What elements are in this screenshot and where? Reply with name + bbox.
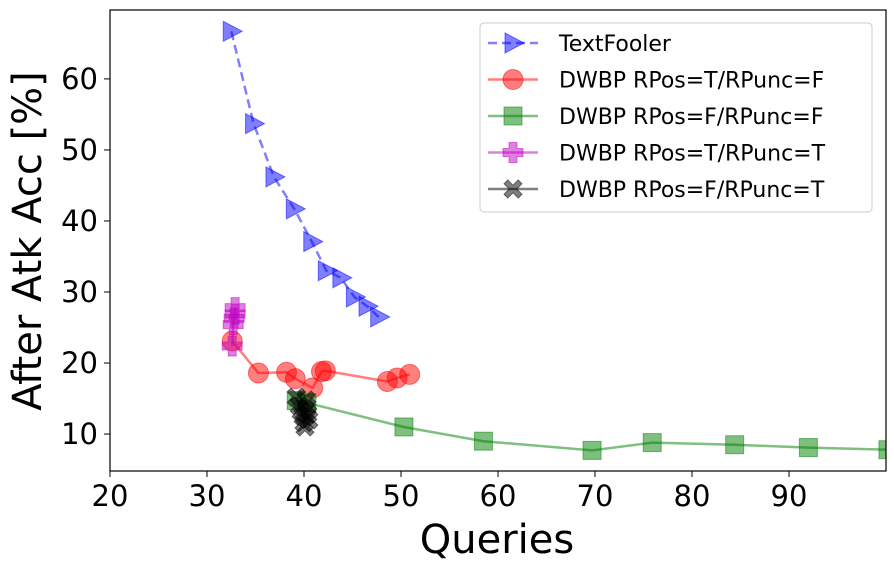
- data-point: [878, 440, 886, 460]
- legend-frame: [479, 22, 873, 213]
- y-tick-label: 60: [61, 62, 98, 96]
- legend-item-5: DWBP RPos=F/RPunc=T: [488, 178, 825, 203]
- legend-label: DWBP RPos=F/RPunc=F: [559, 105, 823, 130]
- data-point: [473, 431, 493, 451]
- x-tick-label: 80: [674, 479, 711, 513]
- data-point: [358, 295, 380, 318]
- legend-label: DWBP RPos=F/RPunc=T: [559, 178, 825, 203]
- legend: TextFooler DWBP RPos=T/RPunc=F DWBP RPos=F…: [479, 22, 873, 213]
- series-5: [286, 387, 319, 437]
- data-point: [222, 20, 244, 43]
- x-tick-label: 30: [189, 479, 226, 513]
- data-point: [299, 410, 319, 430]
- x-axis-label: Queries: [420, 517, 574, 563]
- x-tick-label: 40: [286, 479, 323, 513]
- data-point: [798, 438, 818, 458]
- series-line: [230, 31, 380, 318]
- data-point: [399, 363, 421, 385]
- y-tick-label: 50: [61, 133, 98, 167]
- data-point: [332, 266, 353, 289]
- data-point: [245, 112, 266, 135]
- y-tick-label: 10: [61, 417, 98, 451]
- data-point: [224, 297, 246, 319]
- legend-marker: [504, 32, 526, 54]
- x-tick-label: 60: [480, 479, 517, 513]
- x-tick-label: 70: [577, 479, 614, 513]
- data-point: [394, 417, 414, 437]
- data-point: [247, 362, 269, 384]
- data-point: [303, 230, 324, 253]
- data-point: [221, 335, 243, 357]
- data-point: [370, 306, 391, 328]
- series-1: [222, 20, 391, 328]
- series-4: [221, 297, 246, 357]
- legend-marker: [503, 179, 523, 199]
- y-tick-label: 30: [61, 275, 98, 309]
- series-layer: [221, 20, 886, 460]
- data-point: [285, 198, 307, 220]
- legend-marker: [502, 142, 524, 163]
- legend-label: DWBP RPos=T/RPunc=F: [559, 69, 824, 94]
- legend-item-4: DWBP RPos=T/RPunc=T: [488, 142, 826, 167]
- data-point: [725, 435, 745, 455]
- legend-item-2: DWBP RPos=T/RPunc=F: [488, 69, 824, 94]
- legend-marker: [502, 69, 524, 90]
- data-point: [345, 286, 367, 308]
- legend-label: TextFooler: [558, 32, 672, 57]
- x-tick-label: 50: [383, 479, 420, 513]
- data-point: [582, 440, 602, 460]
- data-point: [284, 368, 306, 390]
- legend-item-1: TextFooler: [488, 32, 672, 57]
- x-tick-label: 20: [92, 479, 129, 513]
- x-axis-ticks: 20 30 40 50 60 70 80 90: [92, 471, 808, 513]
- data-point: [642, 433, 662, 453]
- y-axis-label: After Atk Acc [%]: [5, 71, 51, 411]
- legend-item-3: DWBP RPos=F/RPunc=F: [488, 105, 823, 130]
- data-point: [265, 166, 287, 188]
- data-point: [317, 259, 339, 282]
- legend-marker: [503, 106, 523, 126]
- legend-label: DWBP RPos=T/RPunc=T: [559, 142, 826, 167]
- y-axis-ticks: 10 20 30 40 50 60: [61, 62, 110, 451]
- y-tick-label: 20: [61, 346, 98, 380]
- x-tick-label: 90: [771, 479, 808, 513]
- data-point: [314, 360, 336, 382]
- y-tick-label: 40: [61, 204, 98, 238]
